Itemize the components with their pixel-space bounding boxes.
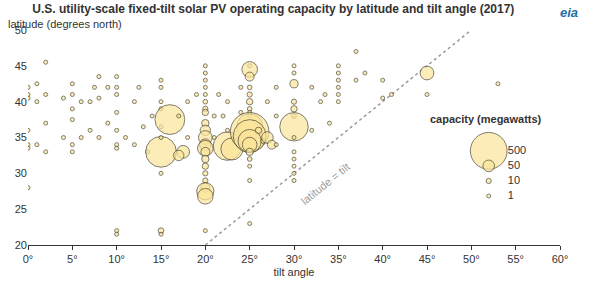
svg-text:500: 500 — [508, 144, 526, 156]
svg-text:50: 50 — [15, 24, 27, 36]
svg-text:10: 10 — [508, 174, 520, 186]
svg-text:45: 45 — [15, 60, 27, 72]
svg-text:latitude = tilt: latitude = tilt — [299, 160, 352, 206]
svg-text:20: 20 — [15, 239, 27, 251]
svg-text:tilt angle: tilt angle — [274, 266, 315, 278]
svg-text:50: 50 — [508, 159, 520, 171]
svg-text:30: 30 — [15, 167, 27, 179]
svg-text:35: 35 — [15, 131, 27, 143]
svg-text:5°: 5° — [67, 253, 78, 265]
svg-text:55°: 55° — [507, 253, 524, 265]
svg-text:40: 40 — [15, 96, 27, 108]
svg-text:U.S. utility-scale fixed-tilt: U.S. utility-scale fixed-tilt solar PV o… — [32, 2, 514, 16]
svg-text:15°: 15° — [153, 253, 170, 265]
svg-text:capacity (megawatts): capacity (megawatts) — [430, 113, 542, 125]
svg-text:latitude (degrees north): latitude (degrees north) — [8, 18, 122, 30]
svg-text:40°: 40° — [374, 253, 391, 265]
svg-text:10°: 10° — [108, 253, 125, 265]
svg-text:30°: 30° — [286, 253, 303, 265]
svg-text:50°: 50° — [463, 253, 480, 265]
svg-text:35°: 35° — [330, 253, 347, 265]
svg-text:45°: 45° — [419, 253, 436, 265]
svg-text:60°: 60° — [552, 253, 569, 265]
svg-text:25°: 25° — [241, 253, 258, 265]
svg-text:25: 25 — [15, 203, 27, 215]
svg-text:0°: 0° — [23, 253, 34, 265]
svg-text:eia: eia — [560, 5, 578, 20]
svg-text:20°: 20° — [197, 253, 214, 265]
svg-text:1: 1 — [508, 189, 514, 201]
